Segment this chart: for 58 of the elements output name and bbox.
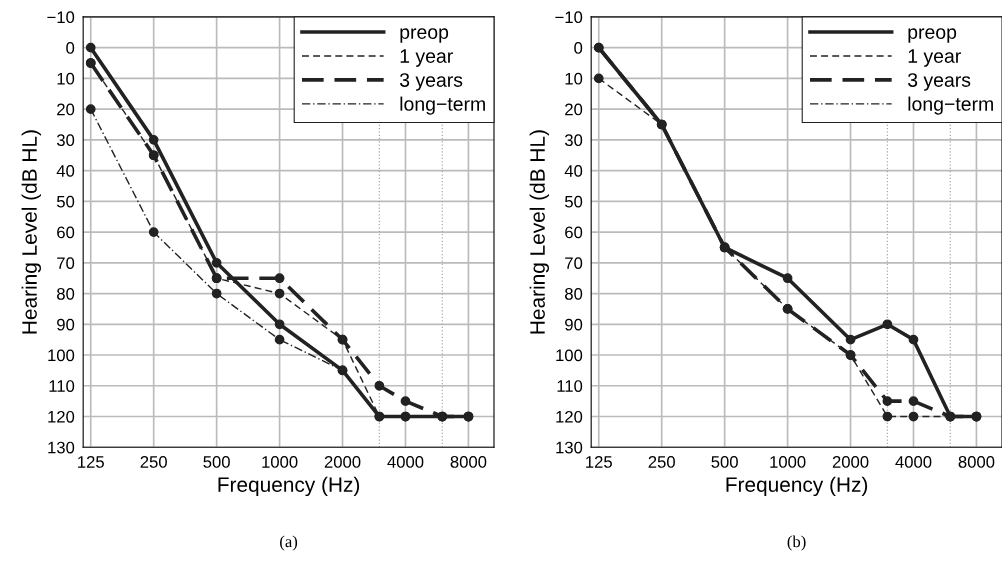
y-tick-label: 0 [574, 42, 583, 54]
legend-label: 3 years [907, 73, 971, 91]
x-tick-label: 4000 [895, 456, 932, 468]
text: (b) [787, 535, 806, 551]
y-tick-label: 120 [556, 410, 583, 423]
x-tick-label: 4000 [387, 456, 424, 468]
y-tick-label: 60 [565, 226, 583, 239]
y-tick-label: 70 [57, 257, 75, 270]
legend-label: 1 year [400, 49, 453, 67]
y-tick-label: 80 [565, 287, 583, 300]
y-axis-title: Hearing Level (dB HL) [529, 130, 550, 334]
x-axis-title: Frequency (Hz) [218, 476, 360, 497]
legend-label: 1 year [908, 49, 961, 67]
x-axis-title: Frequency (Hz) [726, 476, 868, 497]
y-tick-label: 130 [556, 441, 583, 454]
legend-label: long−term [400, 96, 485, 115]
y-tick-label: 100 [556, 349, 583, 362]
y-tick-label: 20 [57, 103, 75, 116]
y-tick-label: 20 [565, 103, 583, 116]
y-tick-label: 90 [565, 318, 583, 331]
x-tick-label: 250 [648, 456, 675, 468]
legend-label: 3 years [399, 73, 463, 91]
x-tick-label: 1000 [770, 456, 806, 468]
x-tick-label: 125 [78, 456, 104, 468]
x-tick-label: 250 [140, 456, 167, 468]
y-tick-label: 50 [564, 195, 583, 208]
y-tick-label: −10 [555, 11, 583, 24]
y-tick-label: 120 [48, 410, 75, 423]
legend-label: preop [908, 28, 957, 43]
y-tick-label: −10 [47, 11, 75, 24]
y-tick-label: 30 [56, 134, 75, 147]
y-tick-label: 50 [56, 195, 75, 208]
x-tick-label: 2000 [832, 456, 869, 468]
y-tick-label: 110 [557, 380, 583, 392]
y-axis-title: Hearing Level (dB HL) [21, 130, 42, 334]
y-tick-label: 80 [57, 287, 75, 300]
y-tick-label: 130 [48, 441, 75, 454]
y-tick-label: 10 [57, 72, 75, 85]
y-tick-label: 110 [49, 380, 75, 392]
y-tick-label: 10 [565, 72, 583, 85]
x-tick-label: 500 [711, 456, 738, 468]
y-tick-label: 60 [57, 226, 75, 239]
y-tick-label: 40 [56, 165, 75, 177]
y-tick-label: 0 [66, 42, 75, 54]
y-tick-label: 30 [564, 134, 583, 147]
x-tick-label: 1000 [262, 456, 298, 468]
x-tick-label: 2000 [324, 456, 361, 468]
y-tick-label: 90 [57, 318, 75, 331]
x-tick-label: 8000 [958, 456, 995, 468]
x-tick-label: 125 [586, 456, 612, 468]
y-tick-label: 70 [565, 257, 583, 270]
x-tick-label: 8000 [450, 456, 487, 468]
legend-label: long−term [908, 96, 993, 115]
y-tick-label: 100 [48, 349, 75, 362]
x-tick-label: 500 [203, 456, 230, 468]
legend-label: preop [400, 28, 449, 43]
text: (a) [280, 535, 298, 551]
y-tick-label: 40 [564, 165, 583, 177]
